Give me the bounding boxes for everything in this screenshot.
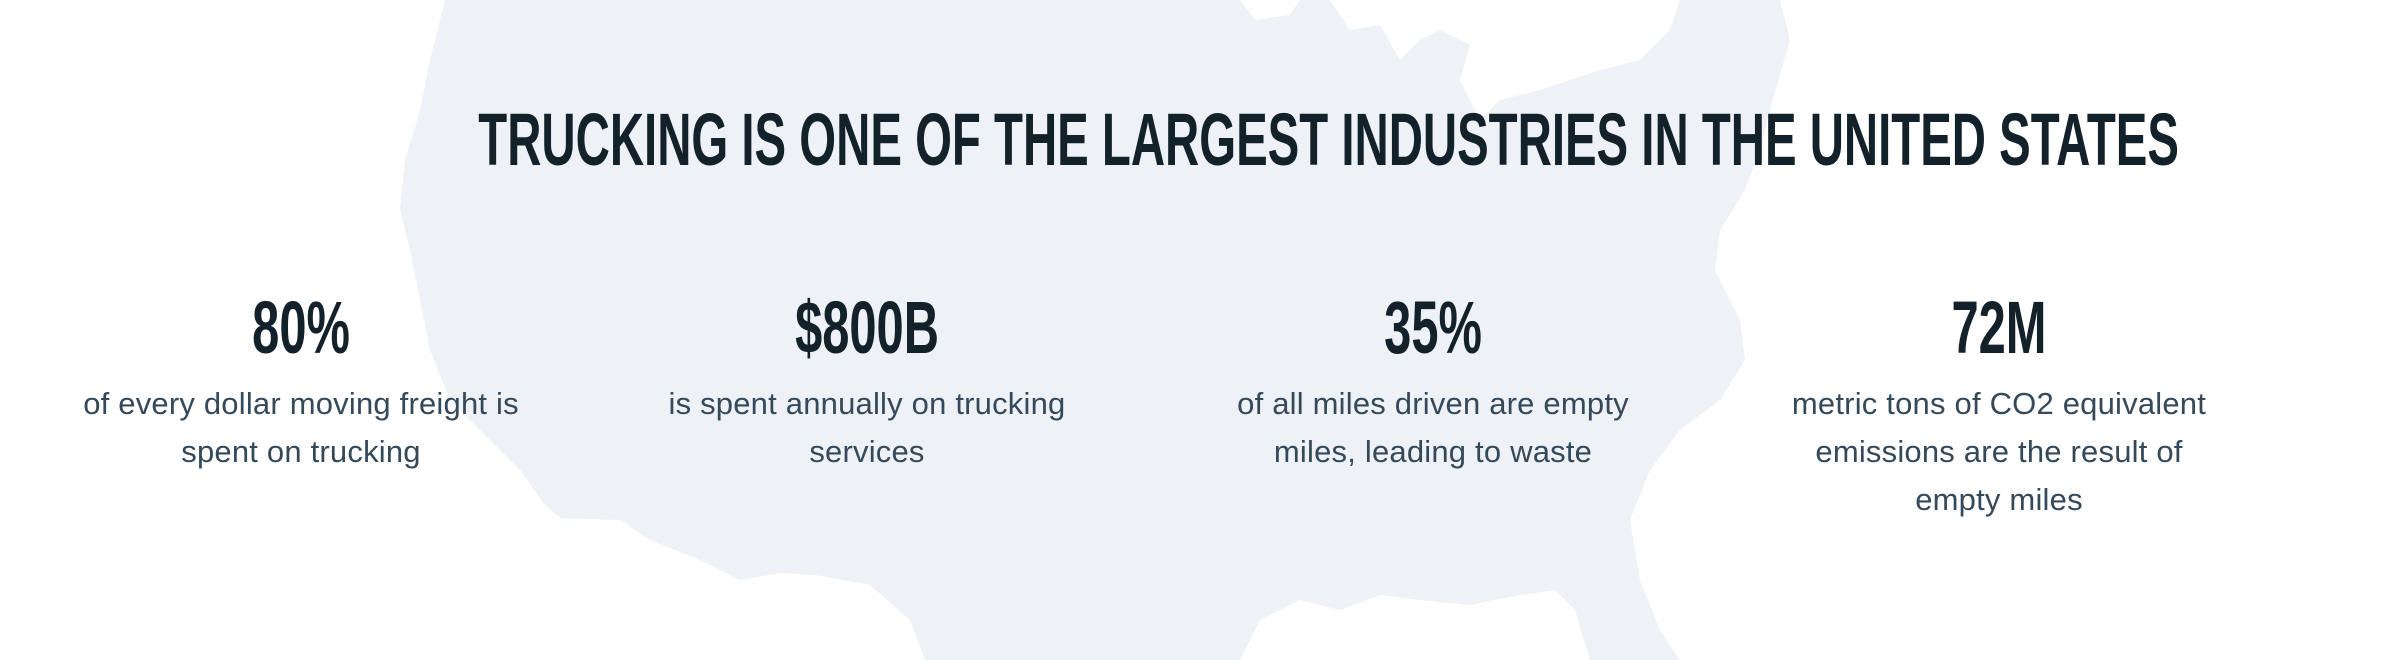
headline-container: TRUCKING IS ONE OF THE LARGEST INDUSTRIE… [0, 100, 2382, 180]
stat-description-line: of all miles driven are empty [1237, 386, 1629, 421]
stat-description-line: emissions are the result of [1815, 434, 2183, 469]
stat-value: $800B [795, 286, 939, 369]
stat-description-line: spent on trucking [181, 434, 421, 469]
stat-description-line: services [809, 434, 925, 469]
stat-description-line: empty miles [1915, 482, 2083, 517]
stat-description-line: metric tons of CO2 equivalent [1791, 386, 2207, 421]
stat-description: metric tons of CO2 equivalent emissions … [1716, 380, 2282, 524]
stat-value: 35% [1384, 286, 1482, 369]
stat-description: of all miles driven are empty miles, lea… [1150, 380, 1716, 476]
stat-description: of every dollar moving freight is spent … [18, 380, 584, 476]
stats-row: 80% of every dollar moving freight is sp… [18, 290, 2282, 524]
stat-description-line: miles, leading to waste [1273, 434, 1593, 469]
stat-annual-spend: $800B is spent annually on trucking serv… [584, 290, 1150, 524]
stat-value: 80% [252, 286, 350, 369]
stat-description: is spent annually on trucking services [584, 380, 1150, 476]
stat-description-line: is spent annually on trucking [668, 386, 1066, 421]
headline: TRUCKING IS ONE OF THE LARGEST INDUSTRIE… [478, 98, 2179, 181]
us-map-shape [400, 0, 1790, 660]
stat-co2-emissions: 72M metric tons of CO2 equivalent emissi… [1716, 290, 2282, 524]
stat-empty-miles: 35% of all miles driven are empty miles,… [1150, 290, 1716, 524]
stat-description-line: of every dollar moving freight is [83, 386, 519, 421]
stat-value: 72M [1951, 286, 2047, 369]
stat-freight-share: 80% of every dollar moving freight is sp… [18, 290, 584, 524]
